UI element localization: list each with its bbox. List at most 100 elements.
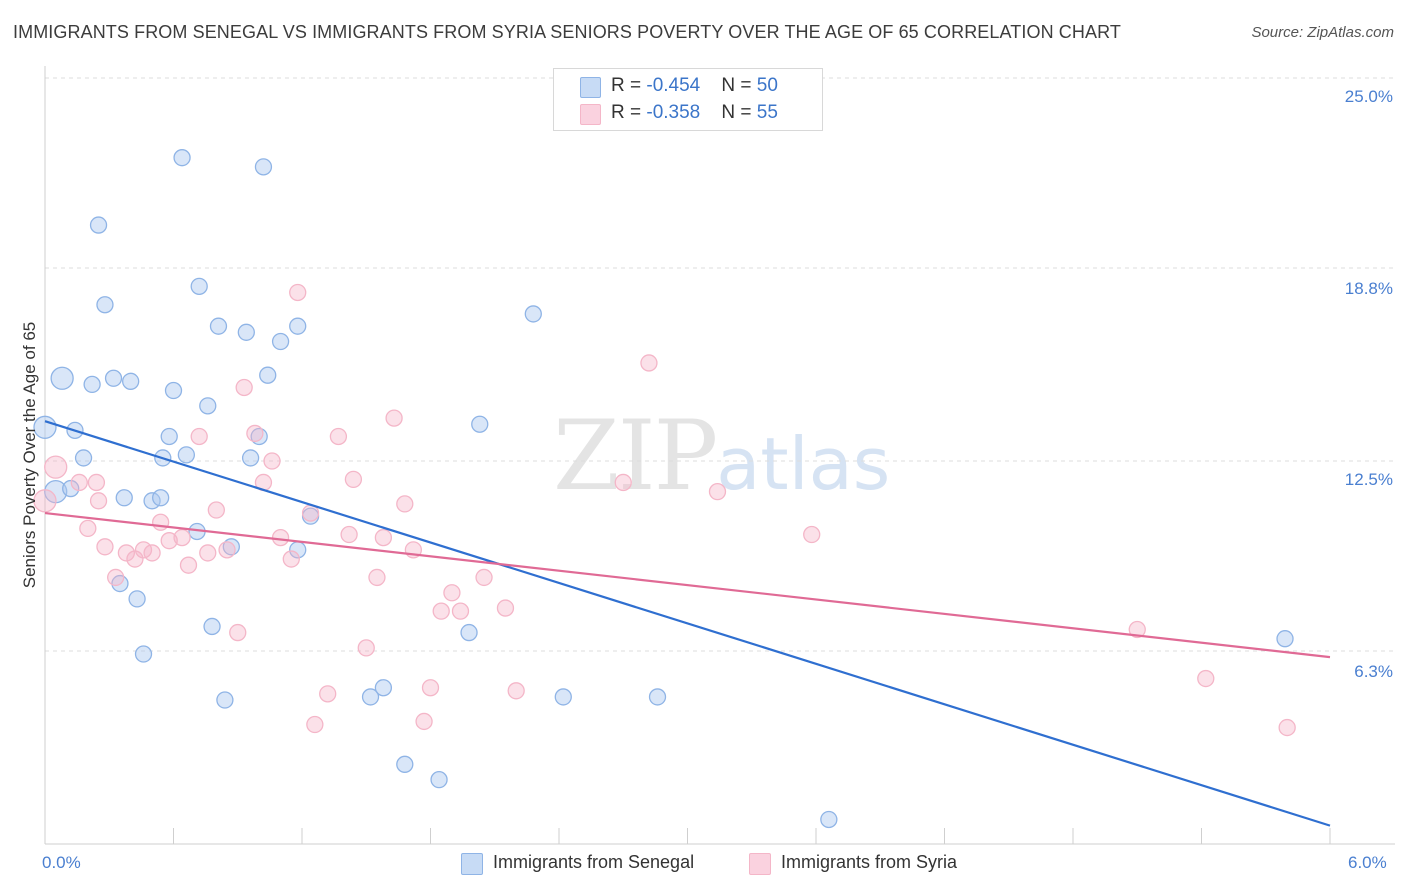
data-point-syria <box>89 492 108 510</box>
data-point-syria <box>443 584 461 602</box>
data-point-syria <box>179 556 198 574</box>
data-point-syria <box>218 541 236 559</box>
data-point-senegal <box>115 489 133 507</box>
data-point-senegal <box>289 317 307 335</box>
data-point-syria <box>344 470 363 489</box>
data-point-senegal <box>74 449 93 467</box>
data-point-senegal <box>190 277 208 296</box>
legend-swatch-senegal <box>461 853 483 875</box>
data-point-senegal <box>241 449 260 467</box>
data-point-senegal <box>554 688 572 706</box>
data-point-senegal <box>199 397 217 415</box>
legend-n-label: N = <box>721 102 757 123</box>
legend-swatch-senegal <box>580 77 601 98</box>
data-point-senegal <box>122 372 140 390</box>
data-point-senegal <box>820 810 838 829</box>
data-point-senegal <box>524 305 542 323</box>
data-point-senegal <box>83 375 101 394</box>
watermark-atlas: atlas <box>716 422 891 506</box>
data-point-senegal <box>396 755 414 773</box>
data-point-syria <box>87 473 106 492</box>
data-point-syria <box>368 568 386 587</box>
y-tick-label: 25.0% <box>1344 87 1393 106</box>
data-point-senegal <box>128 590 146 608</box>
data-point-syria <box>173 528 191 547</box>
data-point-senegal <box>160 427 178 446</box>
data-point-senegal <box>203 617 221 636</box>
watermark-zip: ZIP <box>553 400 718 512</box>
data-point-senegal <box>471 415 489 433</box>
data-point-senegal <box>460 623 478 642</box>
legend-n-value: 50 <box>756 75 778 96</box>
data-point-senegal <box>96 296 114 314</box>
data-point-syria <box>271 528 290 547</box>
data-point-syria <box>289 283 307 302</box>
data-point-syria <box>190 427 208 446</box>
data-point-senegal <box>648 688 667 706</box>
data-point-syria <box>614 473 632 492</box>
data-point-senegal <box>271 332 290 351</box>
data-point-syria <box>374 528 393 547</box>
data-point-syria <box>319 685 337 703</box>
data-point-syria <box>96 538 114 556</box>
data-point-syria <box>357 639 375 657</box>
legend-swatch-syria <box>580 104 601 125</box>
data-point-syria <box>229 623 247 642</box>
data-point-syria <box>79 519 97 538</box>
watermark: ZIPatlas <box>553 400 890 512</box>
legend-label-syria: Immigrants from Syria <box>781 852 958 872</box>
legend-r-value: -0.358 <box>646 102 701 123</box>
data-point-senegal <box>151 489 170 507</box>
x-tick-label: 0.0% <box>42 853 81 872</box>
data-point-syria <box>199 544 217 562</box>
data-point-syria <box>263 452 281 470</box>
data-point-syria <box>329 427 348 446</box>
data-point-syria <box>475 568 493 587</box>
data-point-senegal <box>62 479 80 498</box>
data-point-syria <box>44 455 68 479</box>
legend-n-label: N = <box>721 75 757 96</box>
data-point-syria <box>282 550 300 568</box>
data-point-senegal <box>259 366 277 384</box>
data-point-syria <box>340 525 358 544</box>
data-point-syria <box>432 602 450 620</box>
data-point-senegal <box>1276 630 1294 648</box>
y-axis-title: Seniors Poverty Over the Age of 65 <box>20 321 39 589</box>
legend-swatch-syria <box>749 853 771 875</box>
y-tick-label: 12.5% <box>1344 470 1393 489</box>
data-point-syria <box>306 715 324 734</box>
data-point-syria <box>246 424 264 443</box>
data-point-senegal <box>173 149 191 167</box>
data-point-syria <box>507 682 525 700</box>
data-point-syria <box>117 544 136 562</box>
data-point-syria <box>451 602 470 620</box>
source-label: Source: ZipAtlas.com <box>1251 24 1394 41</box>
data-point-syria <box>385 409 403 427</box>
data-point-senegal <box>164 381 183 400</box>
data-point-senegal <box>361 688 380 706</box>
data-point-senegal <box>134 645 153 663</box>
data-point-senegal <box>374 679 393 697</box>
data-point-syria <box>143 544 161 562</box>
data-point-syria <box>70 473 88 492</box>
trend-line-senegal <box>44 420 1331 827</box>
data-point-senegal <box>209 317 228 335</box>
legend-label-senegal: Immigrants from Senegal <box>493 852 695 872</box>
data-point-senegal <box>50 366 74 390</box>
legend-n-value: 55 <box>756 102 778 123</box>
data-point-syria <box>207 501 225 519</box>
legend-r-label: R = <box>611 102 647 123</box>
legend-r-value: -0.454 <box>646 75 701 96</box>
x-tick-label: 6.0% <box>1348 853 1387 872</box>
data-point-syria <box>708 482 727 501</box>
y-tick-label: 18.8% <box>1344 279 1393 298</box>
data-point-syria <box>151 513 170 531</box>
data-point-syria <box>421 679 440 697</box>
correlation-legend: R = -0.454 N = 50 R = -0.358 N = 55 <box>553 68 823 131</box>
data-point-senegal <box>237 323 255 341</box>
legend-r-label: R = <box>611 75 647 96</box>
y-tick-label: 6.3% <box>1354 662 1393 681</box>
trend-line-syria <box>44 511 1331 659</box>
data-point-syria <box>160 532 178 550</box>
